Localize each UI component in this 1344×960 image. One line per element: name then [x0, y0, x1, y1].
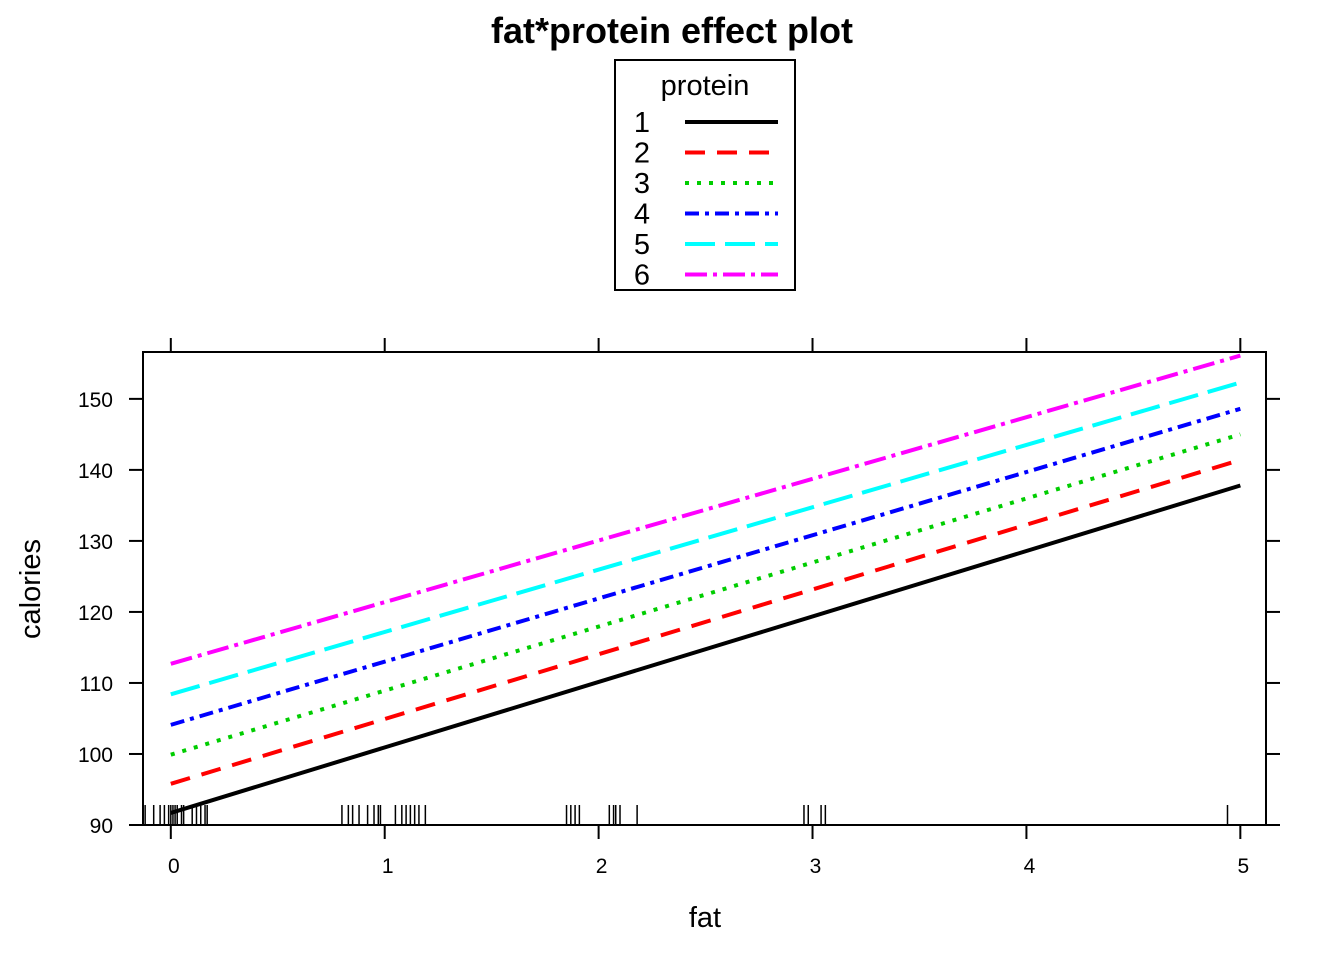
y-axis-label: calories — [15, 539, 47, 639]
y-tick-label: 150 — [78, 389, 113, 412]
y-tick-label: 110 — [80, 673, 113, 696]
legend-box — [614, 59, 796, 291]
y-tick-label: 120 — [78, 602, 113, 625]
legend-label: 3 — [634, 168, 650, 200]
x-tick-label: 2 — [596, 855, 608, 878]
legend-label: 2 — [634, 138, 650, 170]
series-line-protein-2 — [170, 458, 1241, 786]
y-tick-label: 100 — [78, 744, 113, 767]
series-lines — [170, 353, 1241, 815]
series-line-protein-4 — [170, 406, 1241, 727]
axis-ticks: 0 1 2 3 4 5 90 100 110 120 130 140 150 — [78, 338, 1280, 878]
legend-label: 6 — [634, 260, 650, 292]
legend-label: 4 — [634, 199, 650, 231]
chart-title: fat*protein effect plot — [491, 10, 853, 51]
y-tick-label: 130 — [78, 531, 113, 554]
legend-title: protein — [661, 70, 750, 102]
x-tick-label: 3 — [810, 855, 822, 878]
series-line-protein-1 — [170, 483, 1241, 815]
legend-label: 1 — [634, 107, 650, 139]
x-tick-label: 4 — [1024, 855, 1036, 878]
plot-panel: 0 1 2 3 4 5 90 100 110 120 130 140 150 — [78, 338, 1280, 878]
rug-marks — [144, 805, 1229, 825]
x-tick-label: 0 — [168, 855, 180, 878]
y-tick-label: 140 — [78, 460, 113, 483]
y-tick-label: 90 — [90, 815, 113, 838]
series-line-protein-5 — [170, 380, 1241, 697]
x-tick-label: 5 — [1237, 855, 1249, 878]
x-tick-label: 1 — [382, 855, 394, 878]
series-line-protein-3 — [170, 432, 1241, 757]
x-axis-label: fat — [689, 902, 721, 934]
legend-label: 5 — [634, 229, 650, 261]
series-line-protein-6 — [170, 353, 1241, 666]
plot-frame — [142, 351, 1267, 826]
